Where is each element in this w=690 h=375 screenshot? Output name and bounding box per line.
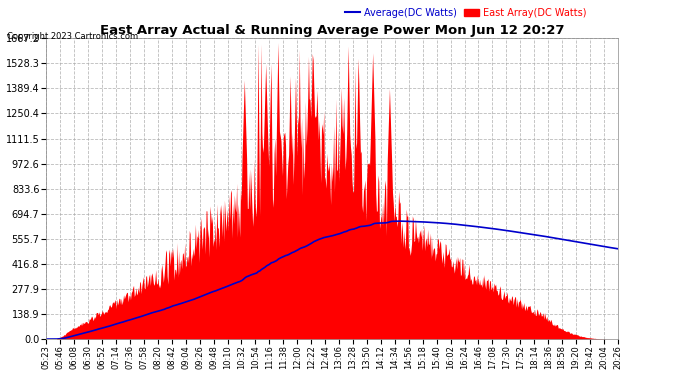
- Title: East Array Actual & Running Average Power Mon Jun 12 20:27: East Array Actual & Running Average Powe…: [99, 24, 564, 37]
- Legend: Average(DC Watts), East Array(DC Watts): Average(DC Watts), East Array(DC Watts): [342, 4, 590, 22]
- Text: Copyright 2023 Cartronics.com: Copyright 2023 Cartronics.com: [7, 32, 138, 41]
